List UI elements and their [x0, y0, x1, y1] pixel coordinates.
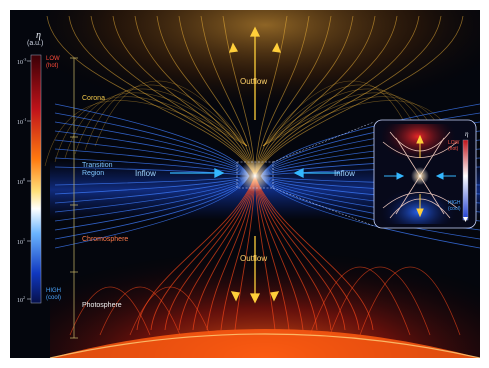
inflow-label-left: Inflow — [135, 169, 156, 178]
coronal-loop — [94, 80, 248, 147]
inset-high-label: HIGH — [448, 200, 461, 206]
colorbar-tick-label: 102 — [17, 295, 25, 304]
coronal-loop — [74, 88, 248, 155]
outflow-down-right-arrow-head — [270, 291, 280, 302]
colorbar-symbol: η — [36, 30, 41, 41]
inset-pointer-top — [272, 121, 375, 163]
inflow-left-arrow-head — [214, 167, 225, 179]
coronal-field-line — [254, 15, 420, 177]
colorbar — [30, 54, 42, 304]
coronal-field-line — [200, 15, 256, 177]
coronal-field-line — [254, 15, 442, 177]
coronal-field-line — [254, 15, 376, 177]
inset-high-note: (cool) — [448, 206, 461, 212]
colorbar-tick-label: 101 — [17, 237, 25, 246]
region-label-transition: Transition — [82, 162, 113, 169]
colorbar-low-note: (hot) — [46, 63, 59, 69]
colorbar-tick-label: 10-3 — [17, 57, 27, 66]
region-label-transition-2: Region — [82, 170, 105, 177]
coronal-field-line — [254, 15, 464, 177]
coronal-field-line — [68, 15, 256, 177]
surface-arcade — [69, 286, 151, 336]
coronal-field-line — [254, 15, 398, 177]
surface-arcade — [99, 286, 181, 336]
coronal-field-line — [112, 15, 256, 177]
surface-arcade — [359, 266, 461, 336]
coronal-field-line — [178, 15, 256, 177]
inset-colorbar — [462, 139, 469, 221]
colorbar-tick-label: 100 — [17, 177, 25, 186]
solar-surface — [50, 329, 480, 358]
solar-limb — [49, 333, 480, 358]
inflow-right-arrow-head — [293, 167, 304, 179]
chromospheric-field-line — [192, 175, 256, 331]
inset-inflow-left-arrow-head — [396, 172, 405, 180]
coronal-field-line — [156, 15, 256, 177]
diagram-frame: η (a.u.) 10-3 10-1 100 101 102 LOW (hot)… — [10, 10, 480, 358]
chromospheric-field-line — [234, 175, 256, 331]
chromospheric-field-line — [164, 175, 256, 331]
coronal-field-line — [254, 15, 288, 177]
coronal-field-line — [222, 15, 256, 177]
inset-pointer-bottom — [272, 187, 375, 227]
chromospheric-field-line — [254, 175, 304, 331]
outflow-label-top: Outflow — [240, 77, 268, 86]
coronal-loop — [64, 92, 248, 159]
chromospheric-field-line — [220, 175, 256, 331]
region-label-corona: Corona — [82, 95, 105, 102]
coronal-loop — [44, 100, 248, 167]
inset-low-label: LOW — [448, 140, 460, 146]
chromospheric-field-line — [254, 175, 374, 331]
inset-colorbar-arrow — [463, 217, 468, 222]
coronal-field-line — [90, 15, 256, 177]
coronal-field-line — [254, 15, 332, 177]
outflow-up-left-arrow-head — [229, 42, 239, 53]
chromospheric-field-line — [254, 175, 346, 331]
region-label-chromosphere: Chromosphere — [82, 236, 129, 243]
coronal-field-line — [46, 15, 256, 177]
outflow-label-bottom: Outflow — [240, 254, 268, 263]
colorbar-high-label: HIGH — [46, 288, 61, 294]
x-point-glow — [239, 160, 271, 192]
inset-source-box — [236, 161, 274, 189]
reconnection-scene — [27, 10, 480, 358]
chromospheric-field-line — [254, 175, 332, 331]
colorbar-high-note: (cool) — [46, 295, 62, 301]
coronal-loop — [54, 96, 248, 163]
colorbar-low-label: LOW — [46, 56, 60, 62]
outflow-down-arrow-head — [249, 293, 261, 304]
coronal-field-line — [254, 15, 310, 177]
surface-arcade — [329, 266, 431, 336]
inset-inflow-right-arrow-head — [435, 172, 444, 180]
inset-panel — [373, 119, 477, 229]
colorbar-units: (a.u.) — [27, 40, 44, 47]
chromospheric-field-line — [254, 175, 290, 331]
colorbar-tick-label: 10-1 — [17, 117, 27, 126]
chromospheric-field-line — [136, 175, 256, 331]
coronal-loop — [262, 80, 416, 147]
surface-arcade — [129, 286, 211, 336]
surface-arcade — [309, 266, 411, 336]
inset-red-region — [380, 124, 456, 174]
outflow-up-right-arrow-head — [271, 42, 281, 53]
inset-outflow-down-arrow-head — [416, 208, 424, 218]
inset-colorbar-symbol: η — [465, 130, 469, 138]
coronal-field-line — [134, 15, 256, 177]
chromospheric-field-line — [150, 175, 256, 331]
chromospheric-field-line — [254, 175, 276, 331]
coronal-field-line — [254, 15, 354, 177]
outflow-down-left-arrow-head — [230, 291, 240, 302]
inset-field-line — [382, 192, 458, 209]
chromospheric-field-line — [206, 175, 256, 331]
region-label-photosphere: Photosphere — [82, 302, 122, 309]
inflow-label-right: Inflow — [334, 169, 355, 178]
inset-outflow-up-arrow-head — [416, 134, 424, 144]
inset-x-point — [411, 167, 429, 185]
chromospheric-field-line — [254, 175, 360, 331]
chromospheric-field-line — [178, 175, 256, 331]
inset-low-note: (hot) — [448, 146, 459, 152]
chromospheric-field-line — [254, 175, 318, 331]
